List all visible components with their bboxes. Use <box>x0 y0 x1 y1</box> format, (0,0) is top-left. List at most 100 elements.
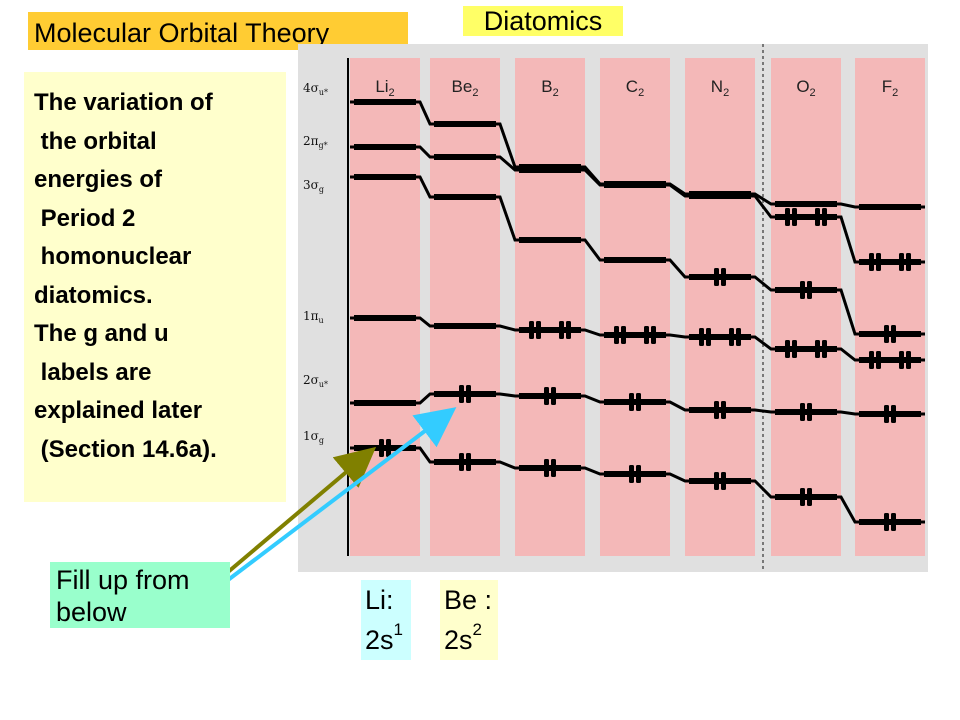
energy-level-bar <box>519 465 581 471</box>
electron-mark <box>459 385 464 403</box>
description-line: The g and u <box>34 320 169 347</box>
electron-mark <box>636 465 641 483</box>
electron-mark <box>651 326 656 344</box>
electron-mark <box>884 513 889 531</box>
description-line: The variation of <box>34 89 213 116</box>
electron-mark <box>544 387 549 405</box>
molecule-column <box>771 58 841 556</box>
electron-mark <box>729 328 734 346</box>
molecule-column <box>515 58 585 556</box>
electron-mark <box>629 465 634 483</box>
energy-level-bar <box>604 332 666 338</box>
electron-mark <box>906 351 911 369</box>
electron-mark <box>906 253 911 271</box>
electron-mark <box>899 253 904 271</box>
description-line: diatomics. <box>34 281 153 309</box>
molecule-label: Be2 <box>452 77 479 99</box>
energy-level-bar <box>859 519 921 525</box>
energy-level-bar <box>859 259 921 265</box>
description-box: The variation of the orbital energies of… <box>24 72 286 502</box>
li-config-label: Li: <box>365 585 394 615</box>
energy-level-bar <box>775 409 837 415</box>
electron-mark <box>736 328 741 346</box>
electron-mark <box>379 439 384 457</box>
electron-mark <box>876 351 881 369</box>
electron-mark <box>621 326 626 344</box>
electron-mark <box>466 385 471 403</box>
energy-level-bar <box>859 357 921 363</box>
electron-mark <box>869 253 874 271</box>
energy-level-bar <box>434 154 496 160</box>
energy-level-bar <box>689 478 751 484</box>
electron-mark <box>551 387 556 405</box>
electron-mark <box>891 405 896 423</box>
orbital-label: 1πu <box>303 309 324 325</box>
li-config-value: 2s1 <box>365 620 403 655</box>
electron-mark <box>899 351 904 369</box>
slide-subtitle: Diatomics <box>463 6 623 36</box>
energy-level-bar <box>859 204 921 210</box>
orbital-label: 3σg <box>303 178 324 194</box>
energy-level-bar <box>775 287 837 293</box>
energy-level-bar <box>775 201 837 207</box>
electron-mark <box>566 321 571 339</box>
electron-mark <box>876 253 881 271</box>
energy-level-bar <box>354 315 416 321</box>
electron-mark <box>800 403 805 421</box>
description-line: the orbital <box>34 127 157 155</box>
electron-mark <box>891 325 896 343</box>
energy-level-bar <box>354 174 416 180</box>
electron-mark <box>714 268 719 286</box>
electron-mark <box>807 488 812 506</box>
energy-level-bar <box>434 323 496 329</box>
description-line: Period 2 <box>34 204 136 232</box>
electron-mark <box>459 453 464 471</box>
electron-mark <box>891 513 896 531</box>
energy-level-bar <box>519 167 581 173</box>
description-line: explained later <box>34 397 203 424</box>
electron-mark <box>714 472 719 490</box>
description-line: homonuclear <box>34 243 192 270</box>
energy-level-bar <box>775 494 837 500</box>
electron-mark <box>884 325 889 343</box>
energy-level-bar <box>354 400 416 406</box>
energy-level-bar <box>689 407 751 413</box>
electron-mark <box>792 208 797 226</box>
molecule-column <box>600 58 670 556</box>
electron-mark <box>822 208 827 226</box>
description-line: (Section 14.6a). <box>34 435 217 463</box>
energy-level-bar <box>434 391 496 397</box>
electron-mark <box>792 340 797 358</box>
be-config-value: 2s2 <box>444 620 482 655</box>
energy-level-bar <box>775 346 837 352</box>
energy-level-bar <box>604 471 666 477</box>
energy-level-bar <box>859 411 921 417</box>
fill-note-line1: Fill up from <box>56 565 190 595</box>
electron-mark <box>785 340 790 358</box>
fill-note: Fill up from below <box>50 562 230 628</box>
electron-mark <box>800 488 805 506</box>
electron-mark <box>785 208 790 226</box>
electron-mark <box>800 281 805 299</box>
slide-title: Molecular Orbital Theory <box>28 12 408 50</box>
electron-mark <box>614 326 619 344</box>
electron-mark <box>869 351 874 369</box>
electron-mark <box>807 403 812 421</box>
energy-level-bar <box>689 193 751 199</box>
energy-level-bar <box>354 445 416 451</box>
energy-level-bar <box>434 459 496 465</box>
electron-mark <box>807 281 812 299</box>
electron-mark <box>529 321 534 339</box>
energy-level-bar <box>519 237 581 243</box>
electron-mark <box>714 401 719 419</box>
energy-level-bar <box>434 121 496 127</box>
energy-level-bar <box>354 144 416 150</box>
molecule-column <box>350 58 420 556</box>
electron-mark <box>815 340 820 358</box>
electron-mark <box>466 453 471 471</box>
electron-mark <box>636 393 641 411</box>
molecule-column <box>855 58 925 556</box>
electron-mark <box>544 459 549 477</box>
electron-mark <box>721 401 726 419</box>
